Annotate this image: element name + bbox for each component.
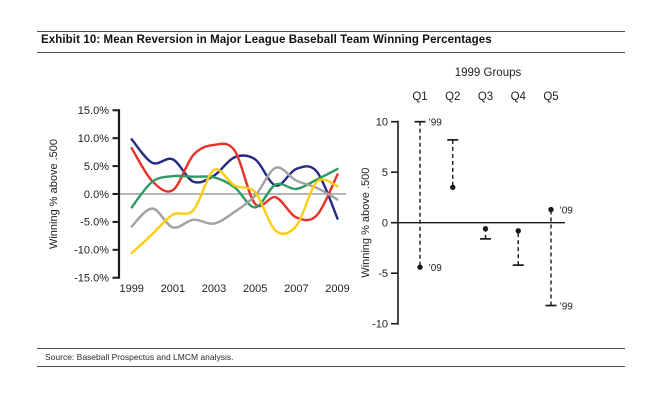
y-tick-label: -10 [372, 319, 388, 331]
exhibit-title: Exhibit 10: Mean Reversion in Major Leag… [41, 34, 492, 46]
y-tick-label: -15.0% [74, 273, 109, 285]
x-tick-label: 1999 [119, 283, 143, 295]
x-tick-label: 2007 [284, 283, 308, 295]
range-dot-chart: 1999 Groups Q1 Q2 Q3 Q4 Q5 10 5 0 -5 -10 Winning % … [360, 67, 574, 331]
end-2009-dot [417, 264, 423, 270]
start-1999-label: ’99 [560, 301, 574, 312]
series-line-yellow [130, 168, 339, 255]
y-tick-label: -10.0% [74, 245, 109, 257]
range-group-q5: ’99 ’09 [545, 205, 574, 312]
y-axis-title: Winning % above .500 [48, 139, 60, 249]
line-chart: 15.0% 10.0% 5.0% 0.0% -5.0% -10.0% -15.0% Winni… [48, 105, 350, 295]
start-1999-label: ’99 [429, 118, 443, 129]
x-tick-label: 2005 [243, 283, 267, 295]
end-2009-dot [482, 226, 489, 232]
end-2009-label: ’09 [429, 263, 443, 274]
y-axis-title: Winning % above .500 [360, 168, 372, 278]
series-line-green [130, 167, 339, 209]
y-tick-label: 10.0% [78, 133, 109, 145]
source-rule-bottom [37, 366, 625, 367]
end-2009-dot [450, 184, 456, 191]
title-rule-bottom [37, 52, 625, 53]
x-tick-label: 2003 [202, 283, 226, 295]
group-label-q5: Q5 [543, 91, 558, 103]
group-label-q3: Q3 [478, 91, 493, 103]
y-tick-label: -5 [378, 268, 388, 280]
source-note: Source: Baseball Prospectus and LMCM ana… [45, 352, 234, 362]
y-tick-label: 15.0% [78, 105, 109, 117]
y-tick-label: 5 [382, 167, 388, 179]
y-tick-label: 10 [376, 117, 388, 129]
source-rule-top [37, 348, 625, 349]
end-2009-dot [515, 228, 521, 234]
group-label-q2: Q2 [445, 91, 460, 103]
series-line-navy [130, 138, 339, 220]
end-2009-dot [548, 206, 554, 213]
series-line-red [130, 142, 339, 222]
y-tick-label: -5.0% [80, 217, 109, 229]
group-label-q4: Q4 [511, 91, 527, 103]
group-label-q1: Q1 [412, 91, 427, 103]
title-rule-top [37, 31, 625, 32]
range-group-q2 [447, 139, 459, 191]
chart-title: 1999 Groups [455, 67, 522, 79]
range-group-q4 [512, 228, 524, 266]
range-group-q1: ’99 ’09 [414, 118, 443, 274]
y-tick-label: 0.0% [84, 189, 109, 201]
range-group-q3 [480, 226, 491, 240]
y-tick-label: 0 [382, 218, 388, 230]
x-tick-label: 2009 [325, 283, 349, 295]
x-tick-label: 2001 [161, 283, 185, 295]
series-line-gray [130, 166, 339, 229]
end-2009-label: ’09 [560, 205, 574, 216]
y-tick-label: 5.0% [84, 161, 109, 173]
